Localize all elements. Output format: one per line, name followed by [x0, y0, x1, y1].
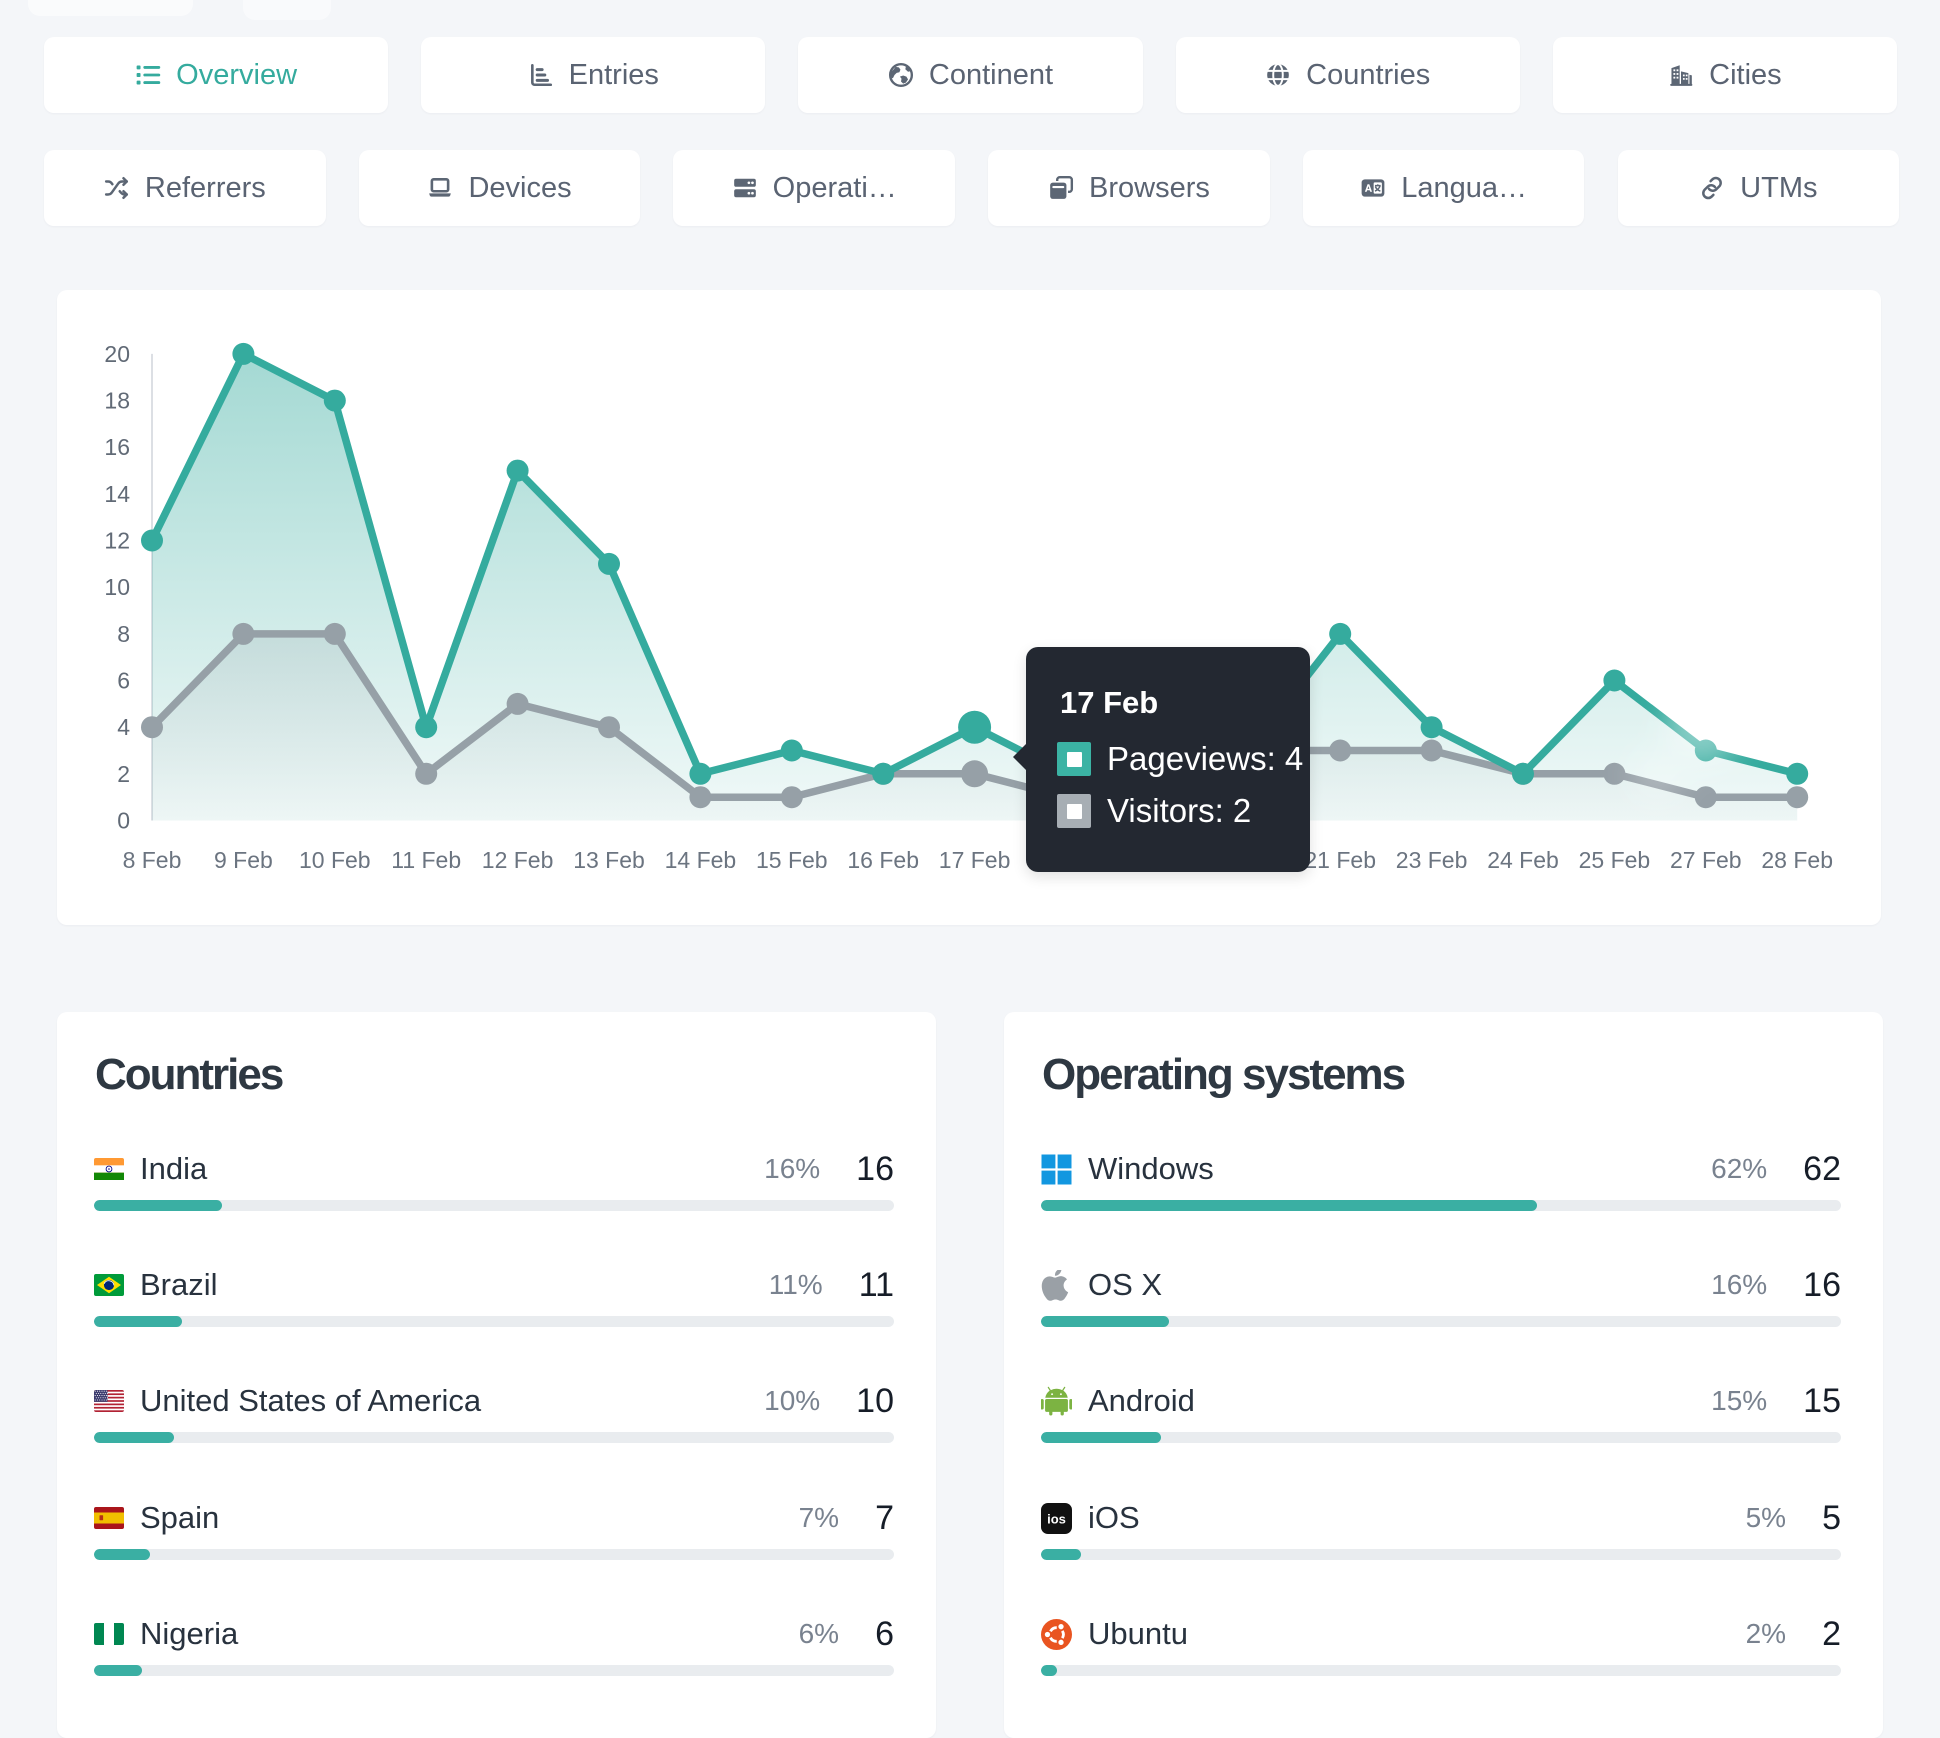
svg-text:16 Feb: 16 Feb: [847, 847, 919, 873]
svg-text:20: 20: [104, 341, 130, 367]
svg-text:18: 18: [104, 388, 130, 414]
svg-text:8 Feb: 8 Feb: [123, 847, 182, 873]
svg-text:9 Feb: 9 Feb: [214, 847, 273, 873]
svg-text:14: 14: [104, 481, 130, 507]
svg-text:10 Feb: 10 Feb: [299, 847, 371, 873]
svg-text:10: 10: [104, 574, 130, 600]
svg-text:21 Feb: 21 Feb: [1304, 847, 1376, 873]
svg-text:16: 16: [104, 434, 130, 460]
svg-text:27 Feb: 27 Feb: [1670, 847, 1742, 873]
svg-text:15 Feb: 15 Feb: [756, 847, 828, 873]
svg-text:28 Feb: 28 Feb: [1761, 847, 1833, 873]
svg-text:13 Feb: 13 Feb: [573, 847, 645, 873]
svg-text:4: 4: [117, 714, 130, 740]
svg-text:11 Feb: 11 Feb: [391, 847, 461, 873]
svg-text:25 Feb: 25 Feb: [1579, 847, 1651, 873]
svg-text:ios: ios: [1047, 1511, 1066, 1526]
svg-text:23 Feb: 23 Feb: [1396, 847, 1468, 873]
svg-text:12 Feb: 12 Feb: [482, 847, 554, 873]
svg-text:17 Feb: 17 Feb: [939, 847, 1011, 873]
svg-text:6: 6: [117, 668, 130, 694]
svg-text:14 Feb: 14 Feb: [665, 847, 737, 873]
svg-text:12: 12: [104, 528, 130, 554]
svg-text:0: 0: [117, 808, 130, 834]
svg-text:8: 8: [117, 621, 130, 647]
svg-text:24 Feb: 24 Feb: [1487, 847, 1559, 873]
svg-text:2: 2: [117, 761, 130, 787]
